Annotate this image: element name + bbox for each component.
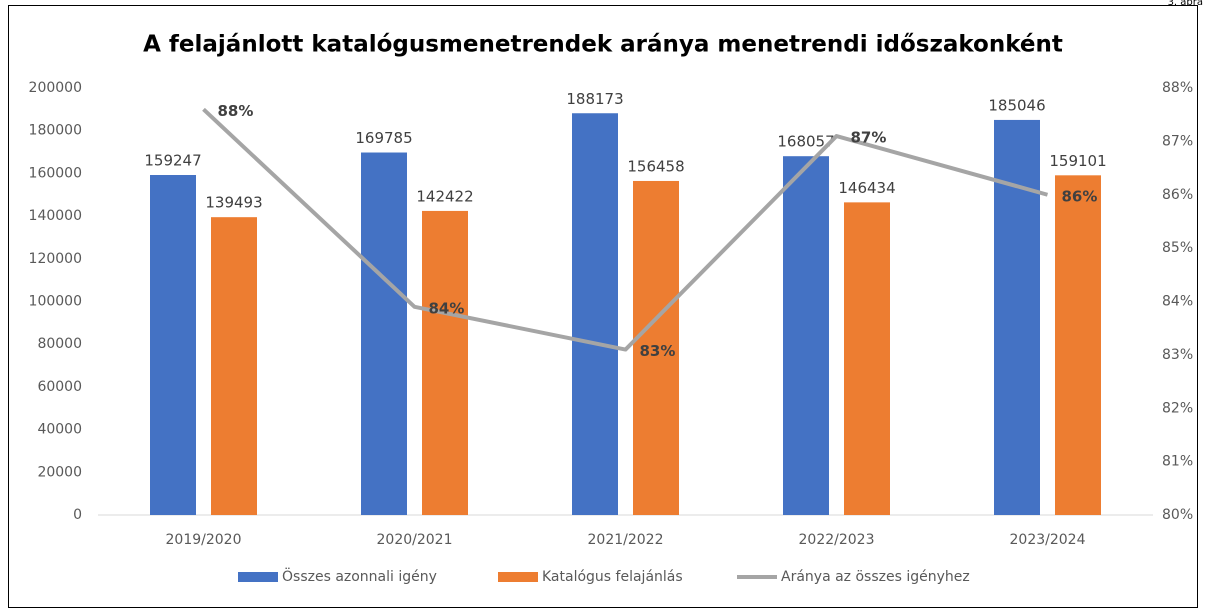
y2-tick-label: 84% — [1162, 294, 1193, 310]
y-tick-label: 80000 — [37, 336, 82, 352]
bar-value-label: 159247 — [144, 152, 201, 170]
bar-value-label: 142422 — [416, 187, 473, 205]
y-tick-label: 140000 — [29, 208, 82, 224]
bar-value-label: 146434 — [838, 179, 895, 197]
bar-value-label: 168057 — [777, 133, 834, 151]
line-value-label: 88% — [218, 102, 254, 120]
bar-value-label: 159101 — [1049, 152, 1106, 170]
bar — [572, 113, 618, 516]
y-tick-label: 0 — [73, 507, 82, 523]
x-tick-label: 2020/2021 — [377, 532, 453, 548]
bar-value-label: 185046 — [988, 96, 1045, 114]
legend-label: Katalógus felajánlás — [542, 569, 683, 585]
x-tick-label: 2022/2023 — [799, 532, 875, 548]
line-value-label: 87% — [851, 129, 887, 147]
y2-tick-label: 86% — [1162, 187, 1193, 203]
y-tick-label: 40000 — [37, 422, 82, 438]
y2-tick-label: 85% — [1162, 240, 1193, 256]
bar — [361, 152, 407, 515]
bar-value-label: 169785 — [355, 129, 412, 147]
x-tick-label: 2021/2022 — [588, 532, 664, 548]
y2-tick-label: 82% — [1162, 400, 1193, 416]
legend-label: Összes azonnali igény — [282, 567, 437, 585]
y-tick-label: 160000 — [29, 165, 82, 181]
bar-value-label: 188173 — [566, 90, 623, 108]
bar — [1055, 175, 1101, 515]
x-tick-label: 2019/2020 — [166, 532, 242, 548]
y-tick-label: 120000 — [29, 251, 82, 267]
legend-label: Aránya az összes igényhez — [781, 569, 970, 585]
bar — [844, 202, 890, 515]
x-tick-label: 2023/2024 — [1010, 532, 1086, 548]
line-value-label: 83% — [640, 342, 676, 360]
line-value-label: 84% — [429, 299, 465, 317]
bar-value-label: 139493 — [205, 194, 262, 212]
y2-tick-label: 87% — [1162, 133, 1193, 149]
y2-tick-label: 88% — [1162, 80, 1193, 96]
chart-title: A felajánlott katalógusmenetrendek arány… — [143, 32, 1063, 58]
bar — [783, 156, 829, 515]
bar — [633, 180, 679, 516]
legend-swatch — [498, 572, 538, 582]
y-tick-label: 100000 — [29, 294, 82, 310]
line — [202, 107, 1049, 352]
y-tick-label: 200000 — [29, 80, 82, 96]
figure-note: 3. ábra — [1168, 0, 1203, 8]
y2-tick-label: 81% — [1162, 454, 1193, 470]
bar — [994, 119, 1040, 515]
line-value-label: 86% — [1062, 187, 1098, 205]
bar — [422, 210, 468, 516]
y-tick-label: 180000 — [29, 123, 82, 139]
bar — [211, 217, 257, 516]
bar — [150, 175, 196, 515]
y-tick-label: 20000 — [37, 464, 82, 480]
y2-tick-label: 80% — [1162, 507, 1193, 523]
y-tick-label: 60000 — [37, 379, 82, 395]
bar-value-label: 156458 — [627, 157, 684, 175]
y2-tick-label: 83% — [1162, 347, 1193, 363]
legend-swatch — [238, 572, 278, 582]
